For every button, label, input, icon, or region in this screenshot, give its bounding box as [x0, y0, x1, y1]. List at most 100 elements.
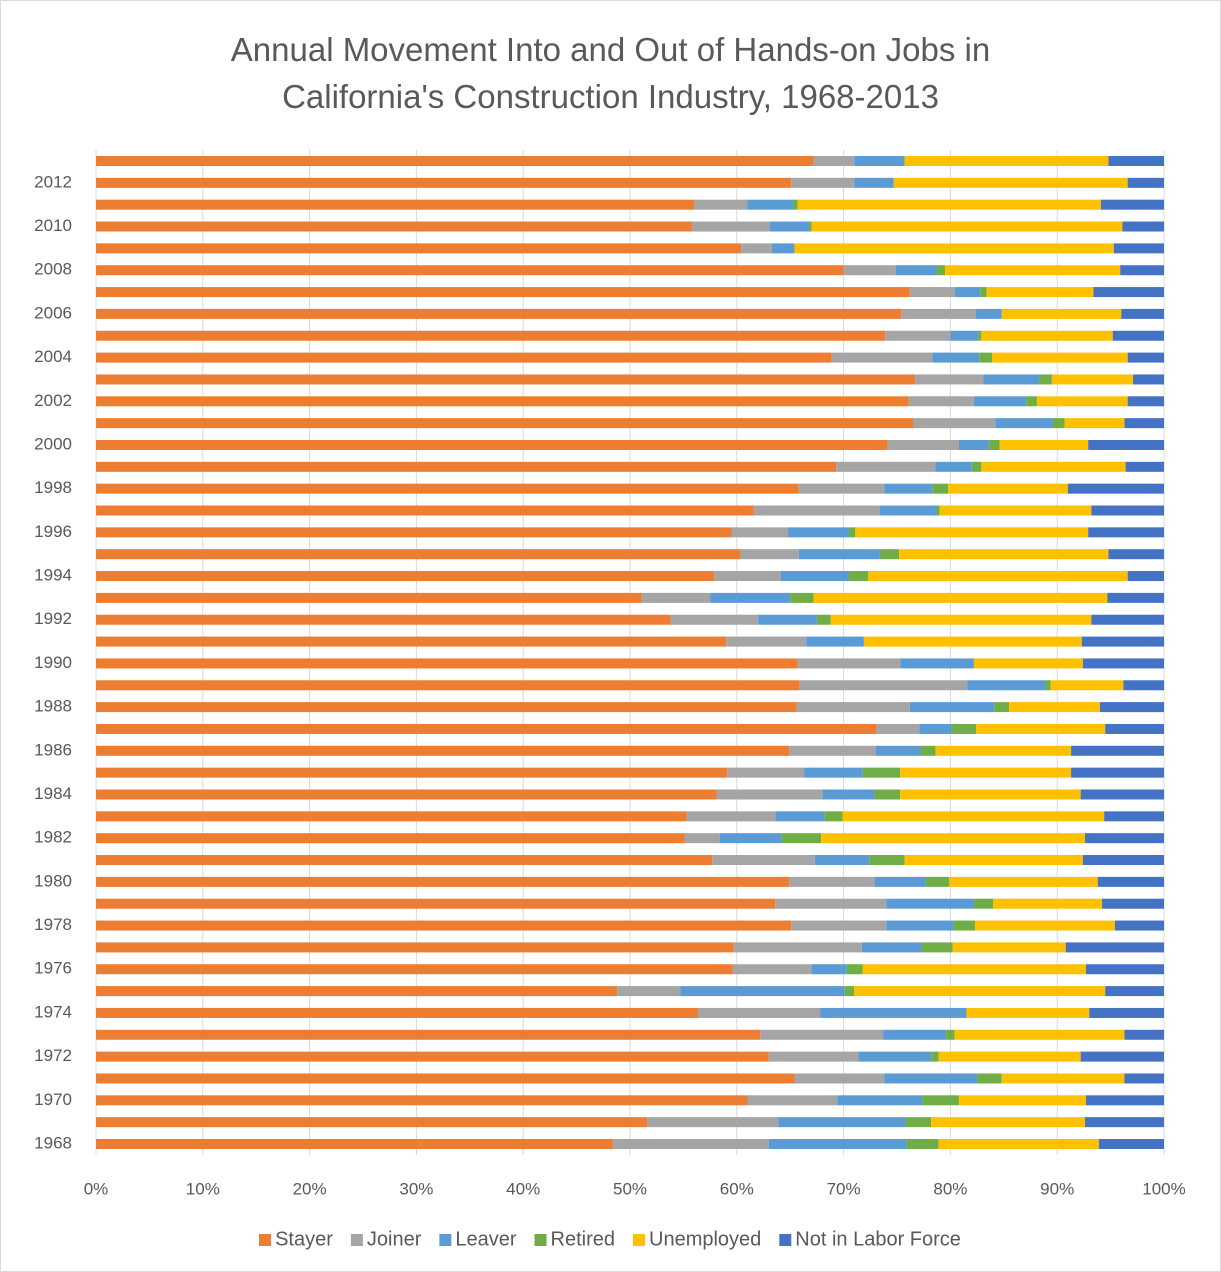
y-tick-label: 1970 [34, 1090, 72, 1109]
bar-segment [1071, 745, 1164, 756]
bar-segment [952, 942, 1066, 953]
bar-segment [747, 1095, 838, 1106]
legend: Stayer Joiner Leaver Retired Unemployed Not i… [259, 1228, 961, 1250]
bar-segment [976, 723, 1106, 734]
legend-swatch [633, 1234, 645, 1246]
bar-segment [1091, 505, 1164, 516]
bar-segment [879, 505, 937, 516]
x-tick-label: 40% [506, 1179, 540, 1198]
bar-segment [647, 1117, 779, 1128]
bar-segment [641, 592, 711, 603]
bar-segment [1099, 702, 1164, 713]
bar-segment [945, 265, 1121, 276]
bar-segment [1086, 964, 1164, 975]
bar-segment [1051, 374, 1134, 385]
bar-segment [862, 964, 1087, 975]
bar-segment [670, 614, 759, 625]
x-tick-label: 10% [186, 1179, 220, 1198]
bar-segment [908, 396, 974, 407]
bar-segment [1102, 898, 1164, 909]
bar-segment [1080, 1051, 1164, 1062]
bar-segment [719, 833, 782, 844]
bar-segment [790, 592, 814, 603]
bar-segment [906, 1139, 939, 1149]
bar-segment [958, 1095, 1087, 1106]
bar-segment [727, 767, 805, 778]
bar-segment [994, 702, 1010, 713]
bar-segment [96, 1051, 769, 1062]
bar-segment [900, 767, 1072, 778]
bar-segment [768, 1051, 859, 1062]
bar-segment [96, 789, 717, 800]
bar-segment [848, 527, 856, 538]
legend-swatch [534, 1234, 547, 1246]
bar-segment [694, 199, 748, 210]
bar-segment [1113, 243, 1164, 254]
bar-segment [731, 527, 789, 538]
bar-segment [684, 833, 720, 844]
bar-segment [983, 374, 1040, 385]
bar-segment [822, 789, 875, 800]
bar-segment [863, 636, 1082, 647]
bar-segment [855, 527, 1089, 538]
bar-segment [1127, 352, 1164, 363]
bar-segment [96, 243, 742, 254]
bar-segment [96, 920, 792, 931]
bar-segment [836, 461, 936, 472]
bar-segment [946, 1029, 955, 1040]
bar-segment [1114, 920, 1164, 931]
bar-segment [772, 243, 795, 254]
bar-segment [1050, 680, 1124, 691]
bar-segment [951, 723, 977, 734]
bar-segment [1001, 308, 1122, 319]
bar-segment [1081, 636, 1164, 647]
bar-segment [1124, 418, 1164, 429]
bar-segment [96, 898, 776, 909]
bar-segment [96, 745, 790, 756]
y-tick-label: 1988 [34, 697, 72, 716]
bar-segment [954, 287, 981, 298]
bar-segment [1133, 374, 1164, 385]
bar-segment [905, 1117, 932, 1128]
bar-segment [938, 1051, 1081, 1062]
bar-segment [954, 1029, 1125, 1040]
bar-segment [96, 330, 886, 341]
bar-segment [974, 920, 1115, 931]
bar-segment [96, 156, 814, 166]
bar-segment [973, 658, 1083, 669]
bar-segment [981, 330, 1113, 341]
bar-segment [846, 964, 863, 975]
bar-segment [793, 199, 798, 210]
x-tick-label: 60% [720, 1179, 754, 1198]
bar-segment [830, 614, 1092, 625]
bar-segment [96, 811, 687, 822]
y-tick-label: 2004 [34, 347, 72, 366]
bar-segment [797, 658, 901, 669]
y-tick-label: 1994 [34, 566, 72, 585]
bar-segment [920, 745, 936, 756]
bar-segment [1127, 396, 1164, 407]
legend-swatch [439, 1234, 452, 1246]
bar-segment [96, 396, 909, 407]
bar-segment [96, 855, 713, 866]
bar-segment [791, 177, 855, 188]
bar-segment [96, 199, 695, 210]
bar-segment [96, 374, 916, 385]
bar-segment [883, 1029, 947, 1040]
bar-segment [887, 439, 959, 450]
bar-segment [893, 177, 1128, 188]
bar-segment [1124, 1073, 1164, 1084]
bar-segment [904, 156, 1109, 166]
bar-segment [895, 265, 937, 276]
bar-segment [780, 571, 849, 582]
bar-segment [740, 549, 799, 560]
bar-segment [96, 549, 741, 560]
bar-segment [986, 287, 1094, 298]
y-tick-label: 2010 [34, 216, 72, 235]
bar-segment [874, 789, 901, 800]
bar-segment [96, 287, 910, 298]
x-tick-label: 0% [84, 1179, 109, 1198]
bar-segment [949, 876, 1098, 887]
y-tick-label: 2002 [34, 391, 72, 410]
bar-segment [837, 1095, 923, 1106]
